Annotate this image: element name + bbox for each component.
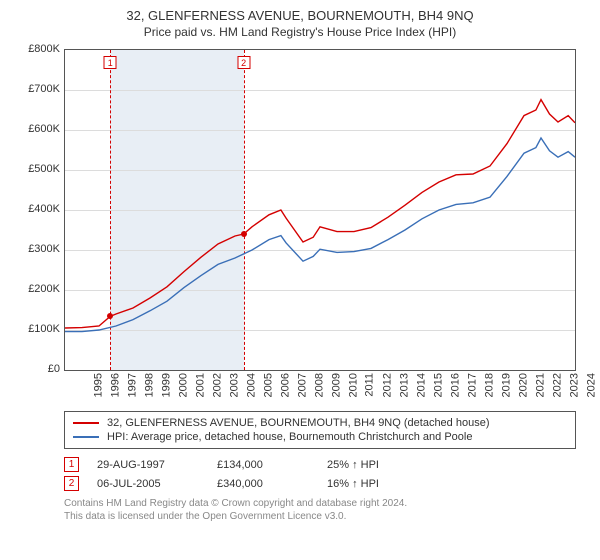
y-axis-label: £300K <box>14 243 60 255</box>
chart-container: £0 £100K £200K £300K £400K £500K £600K £700K £80… <box>14 45 586 405</box>
y-axis-label: £500K <box>14 163 60 175</box>
event-row: 1 29-AUG-1997£134,00025% ↑ HPI <box>64 457 586 472</box>
y-axis-label: £200K <box>14 283 60 295</box>
event-marker-badge: 2 <box>237 56 250 69</box>
event-date: 29-AUG-1997 <box>97 459 217 471</box>
event-badge: 1 <box>64 457 79 472</box>
event-marker-badge: 1 <box>104 56 117 69</box>
series-property <box>65 100 575 328</box>
legend-swatch-hpi <box>73 436 99 438</box>
chart-title: 32, GLENFERNESS AVENUE, BOURNEMOUTH, BH4… <box>14 8 586 23</box>
y-axis-label: £0 <box>14 363 60 375</box>
chart-legend: 32, GLENFERNESS AVENUE, BOURNEMOUTH, BH4… <box>64 411 576 449</box>
legend-item-hpi: HPI: Average price, detached house, Bour… <box>73 430 567 444</box>
event-delta: 16% ↑ HPI <box>327 478 586 490</box>
y-axis-label: £800K <box>14 43 60 55</box>
events-table: 1 29-AUG-1997£134,00025% ↑ HPI 2 06-JUL-200… <box>64 457 586 491</box>
event-date: 06-JUL-2005 <box>97 478 217 490</box>
plot-area: 12 <box>64 49 576 371</box>
legend-label: 32, GLENFERNESS AVENUE, BOURNEMOUTH, BH4… <box>107 417 489 429</box>
legend-label: HPI: Average price, detached house, Bour… <box>107 431 472 443</box>
y-axis-label: £600K <box>14 123 60 135</box>
event-price: £340,000 <box>217 478 327 490</box>
event-marker-dot <box>241 231 247 237</box>
event-price: £134,000 <box>217 459 327 471</box>
chart-subtitle: Price paid vs. HM Land Registry's House … <box>14 25 586 39</box>
event-row: 2 06-JUL-2005£340,00016% ↑ HPI <box>64 476 586 491</box>
event-badge: 2 <box>64 476 79 491</box>
legend-swatch-property <box>73 422 99 424</box>
y-axis-label: £100K <box>14 323 60 335</box>
x-axis-label: 2024 <box>585 373 600 397</box>
footer-line: Contains HM Land Registry data © Crown c… <box>64 497 586 510</box>
y-axis-label: £700K <box>14 83 60 95</box>
lines-svg <box>65 50 575 370</box>
footer-attribution: Contains HM Land Registry data © Crown c… <box>64 497 586 523</box>
y-axis-label: £400K <box>14 203 60 215</box>
footer-line: This data is licensed under the Open Gov… <box>64 510 586 523</box>
legend-item-property: 32, GLENFERNESS AVENUE, BOURNEMOUTH, BH4… <box>73 416 567 430</box>
event-delta: 25% ↑ HPI <box>327 459 586 471</box>
event-marker-dot <box>107 313 113 319</box>
